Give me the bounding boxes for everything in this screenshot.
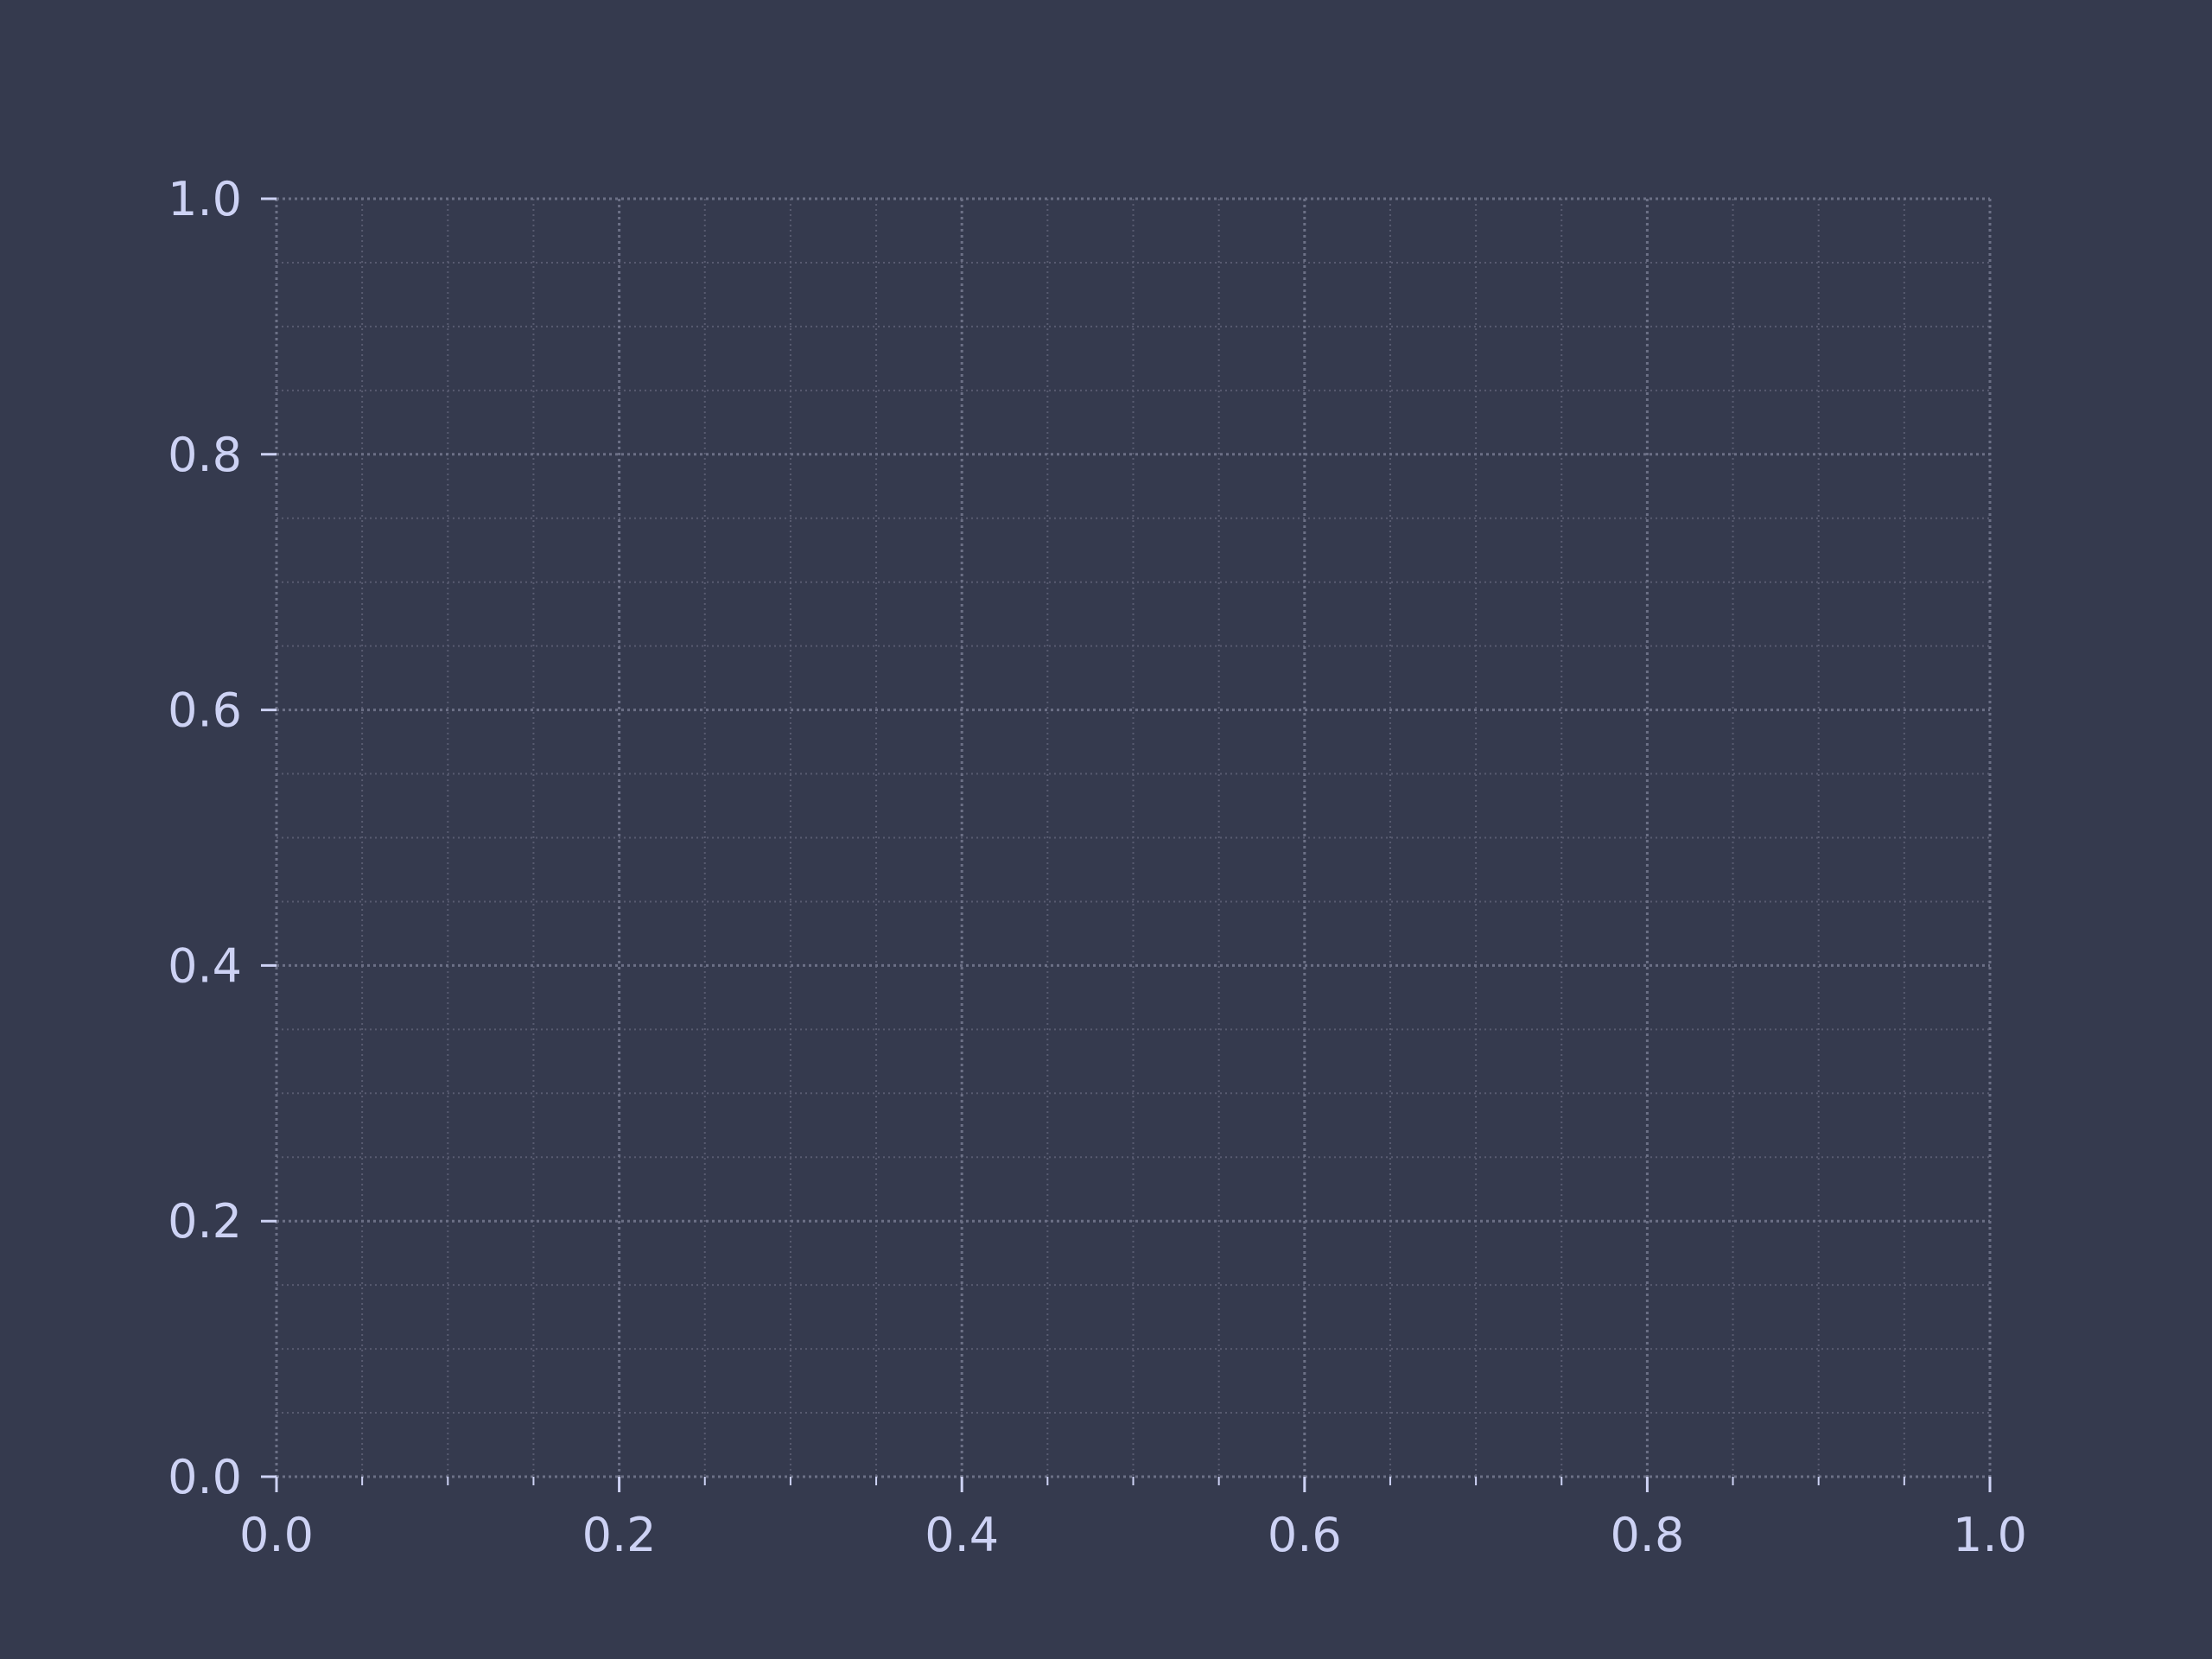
y-tick-label: 0.8 [168, 428, 242, 482]
y-tick-label: 0.4 [168, 938, 242, 993]
x-tick-label: 0.8 [1610, 1508, 1684, 1562]
y-tick-label: 0.0 [168, 1450, 242, 1504]
x-tick-label: 0.0 [239, 1508, 314, 1562]
x-tick-label: 0.4 [925, 1508, 999, 1562]
x-tick-label: 1.0 [1953, 1508, 2027, 1562]
x-axis: 0.0 0.2 0.4 0.6 0.8 1.0 [239, 1477, 2027, 1562]
x-tick-label: 0.2 [582, 1508, 657, 1562]
y-axis: 0.0 0.2 0.4 0.6 0.8 1.0 [168, 172, 276, 1504]
y-tick-label: 0.6 [168, 683, 242, 738]
y-tick-label: 1.0 [168, 172, 242, 226]
x-tick-label: 0.6 [1268, 1508, 1342, 1562]
minor-grid [276, 199, 1990, 1477]
major-grid [275, 197, 1992, 1478]
y-tick-label: 0.2 [168, 1194, 242, 1249]
